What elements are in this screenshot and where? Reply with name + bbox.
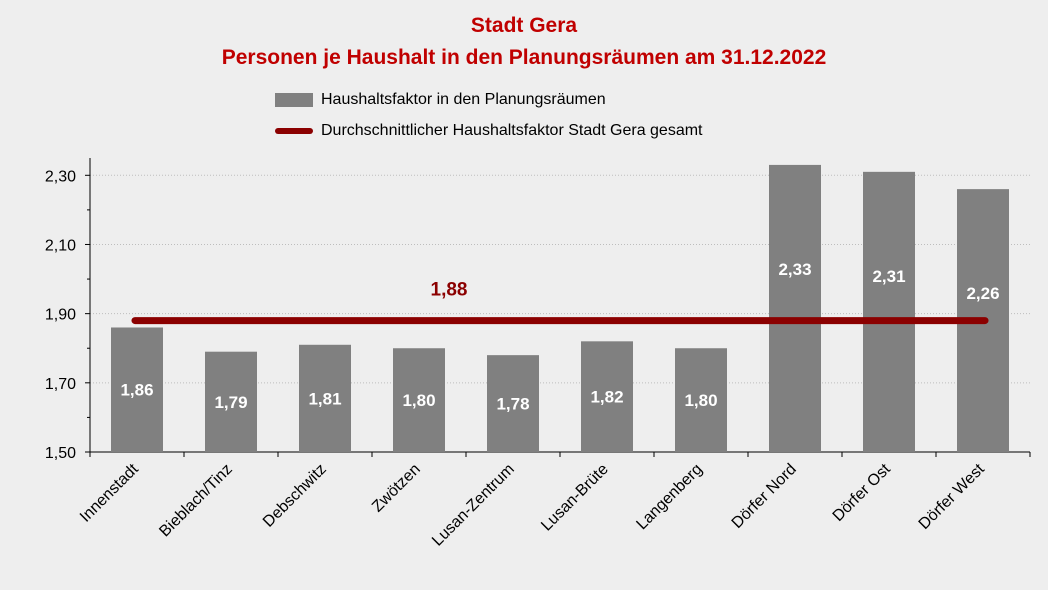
bar [393, 348, 445, 452]
x-category-label: Lusan-Brüte [538, 461, 612, 535]
x-category-label: Bieblach/Tinz [156, 461, 236, 541]
x-category-label: Debschwitz [260, 461, 330, 531]
x-category-label: Dörfer Nord [729, 461, 800, 532]
x-category-label: Dörfer Ost [830, 460, 895, 525]
legend-entry-average: Durchschnittlicher Haushaltsfaktor Stadt… [275, 121, 703, 141]
bar [111, 327, 163, 452]
x-category-label: Lusan-Zentrum [429, 461, 518, 550]
y-tick-label: 1,90 [45, 307, 76, 324]
bar [863, 171, 915, 452]
y-tick-label: 1,50 [45, 445, 76, 462]
bar-data-label: 2,31 [872, 267, 905, 286]
chart-title: Stadt Gera [470, 14, 578, 37]
x-category-label: Zwötzen [369, 461, 424, 516]
bar-data-label: 1,86 [120, 381, 153, 400]
bar-data-label: 1,79 [214, 393, 247, 412]
bar [487, 355, 539, 452]
bar-data-label: 1,78 [496, 395, 529, 414]
bar-data-label: 2,26 [966, 284, 999, 303]
legend-bars-label: Haushaltsfaktor in den Planungsräumen [321, 91, 606, 108]
bar-data-label: 1,81 [308, 389, 341, 408]
bar [205, 351, 257, 452]
bar [581, 341, 633, 452]
bar-data-label: 1,82 [590, 388, 623, 407]
bar-data-label: 1,80 [402, 391, 435, 410]
bar [769, 164, 821, 452]
average-line-label: 1,88 [431, 280, 468, 301]
x-category-label: Langenberg [633, 461, 705, 533]
y-tick-label: 1,70 [45, 376, 76, 393]
legend-line-swatch [275, 128, 313, 134]
y-tick-label: 2,30 [45, 168, 76, 185]
bar-data-label: 1,80 [684, 391, 717, 410]
legend-entry-bars: Haushaltsfaktor in den Planungsräumen [275, 90, 606, 110]
x-category-label: Innenstadt [77, 460, 142, 525]
legend-average-label: Durchschnittlicher Haushaltsfaktor Stadt… [321, 122, 703, 139]
legend-bar-swatch [275, 93, 313, 107]
chart-subtitle: Personen je Haushalt in den Planungsräum… [221, 46, 827, 69]
y-tick-label: 2,10 [45, 237, 76, 254]
x-category-label: Dörfer West [916, 460, 989, 533]
bar [675, 348, 727, 452]
bar [299, 344, 351, 452]
bar-data-label: 2,33 [778, 260, 811, 279]
